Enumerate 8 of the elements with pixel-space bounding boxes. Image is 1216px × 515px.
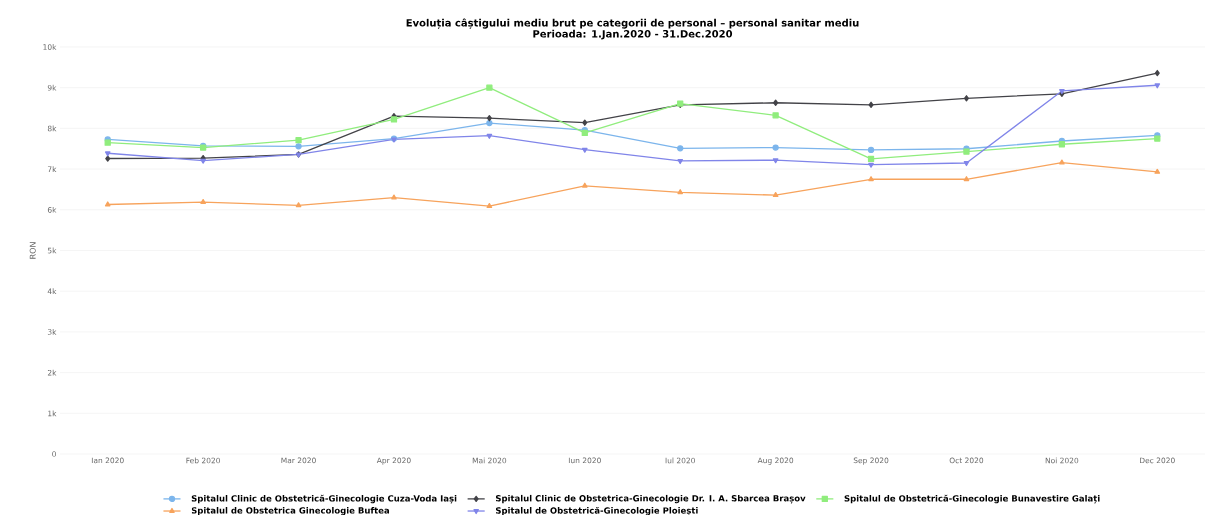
chart-subtitle: Perioada: 1.Jan.2020 - 31.Dec.2020 [533, 29, 733, 40]
legend-label: Spitalul Clinic de Obstetrică-Ginecologie Cuza-Voda Iași [191, 494, 457, 504]
legend-label: Spitalul de Obstetrică-Ginecologie Ploiești [495, 506, 698, 515]
y-axis-title: RON [29, 242, 36, 259]
legend-label: Spitalul de Obstetrica Ginecologie Buftea [191, 507, 390, 515]
legend-label: Spitalul Clinic de Obstetrica-Ginecologie Dr. I. A. Sbarcea Brașov [495, 494, 806, 504]
legend-label: Spitalul de Obstetrică-Ginecologie Bunavestire Galați [844, 494, 1100, 504]
chart-title: Evoluția câștigului mediu brut pe categorii de personal – personal sanitar mediu [406, 18, 859, 29]
